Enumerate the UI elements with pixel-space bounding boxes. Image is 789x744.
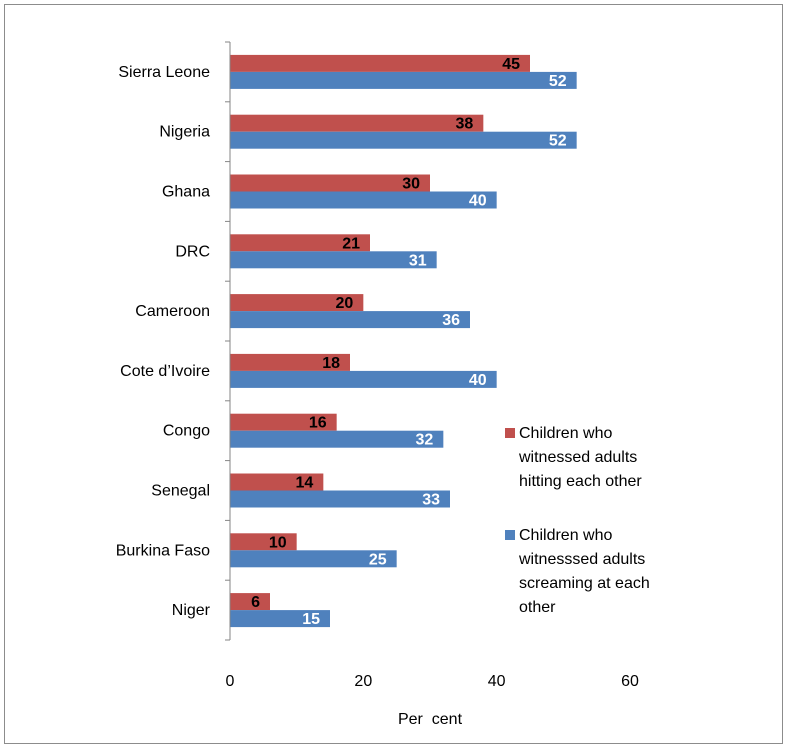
x-tick-label: 0	[226, 673, 235, 690]
legend-label-series-2: witnesssed adults	[518, 551, 645, 568]
bar-series-2	[230, 490, 450, 508]
category-label: Ghana	[162, 184, 210, 201]
category-label: Cote d’Ivoire	[120, 363, 210, 380]
data-label-series-1: 16	[309, 415, 327, 432]
bar-series-1	[230, 54, 530, 72]
data-label-series-1: 20	[336, 295, 354, 312]
bar-series-1	[230, 234, 370, 252]
data-label-series-1: 14	[296, 475, 314, 492]
bar-series-1	[230, 473, 324, 491]
data-label-series-2: 40	[469, 372, 487, 389]
data-label-series-1: 21	[342, 235, 360, 252]
bar-series-2	[230, 251, 437, 269]
data-label-series-2: 36	[442, 312, 460, 329]
bar-series-2	[230, 550, 397, 568]
data-label-series-2: 15	[302, 611, 320, 628]
data-label-series-1: 30	[402, 176, 420, 193]
legend-label-series-2: Children who	[519, 527, 612, 544]
x-tick-label: 20	[354, 673, 372, 690]
bar-series-1	[230, 294, 364, 312]
bar-series-2	[230, 430, 444, 448]
x-tick-label: 40	[488, 673, 506, 690]
data-label-series-2: 32	[416, 432, 434, 449]
bar-chart: 455238523040213120361840163214331025615 …	[116, 41, 650, 728]
legend-label-series-1: witnessed adults	[518, 449, 637, 466]
bar-series-1	[230, 353, 350, 371]
bar-series-1	[230, 174, 430, 192]
data-label-series-1: 6	[251, 594, 260, 611]
x-tick-label: 60	[621, 673, 639, 690]
data-label-series-1: 10	[269, 534, 287, 551]
data-label-series-1: 18	[322, 355, 340, 372]
legend-label-series-1: hitting each other	[519, 473, 642, 490]
category-label: DRC	[175, 243, 210, 260]
data-label-series-2: 52	[549, 133, 567, 150]
bar-series-1	[230, 593, 270, 611]
legend-label-series-2: other	[519, 599, 556, 616]
legend-label-series-2: screaming at each	[519, 575, 650, 592]
category-label: Cameroon	[135, 303, 210, 320]
category-label: Burkina Faso	[116, 542, 210, 559]
data-label-series-2: 40	[469, 193, 487, 210]
data-label-series-2: 31	[409, 252, 427, 269]
data-label-series-1: 38	[456, 116, 474, 133]
category-label: Congo	[163, 423, 210, 440]
bar-series-2	[230, 610, 330, 628]
data-label-series-2: 33	[422, 492, 440, 509]
legend: Children who witnessed adults hitting each…	[505, 425, 650, 616]
category-label: Nigeria	[159, 124, 210, 141]
category-label: Senegal	[151, 483, 210, 500]
bar-series-1	[230, 533, 297, 551]
x-axis: 0 20 40 60	[225, 41, 639, 690]
bar-series-2	[230, 131, 577, 149]
category-labels: Sierra Leone Nigeria Ghana DRC Cameroon Cote …	[116, 64, 211, 619]
legend-label-series-1: Children who	[519, 425, 612, 442]
bar-series-2	[230, 71, 577, 89]
legend-swatch-series-2	[505, 530, 515, 540]
bar-series-1	[230, 413, 337, 431]
category-label: Niger	[172, 602, 211, 619]
bar-series-2	[230, 191, 497, 209]
bar-series-1	[230, 114, 484, 132]
x-axis-title: Per cent	[398, 711, 463, 728]
legend-swatch-series-1	[505, 428, 515, 438]
bars-group: 45 52 38 52 30 40 21 31 20 36 18 40 16 32 14 33 10 25 6 15	[230, 54, 577, 628]
data-label-series-2: 25	[369, 551, 387, 568]
data-label-series-1: 45	[502, 56, 520, 73]
bar-series-2	[230, 311, 470, 329]
bar-series-2	[230, 370, 497, 388]
data-label-series-2: 52	[549, 73, 567, 90]
category-label: Sierra Leone	[118, 64, 210, 81]
